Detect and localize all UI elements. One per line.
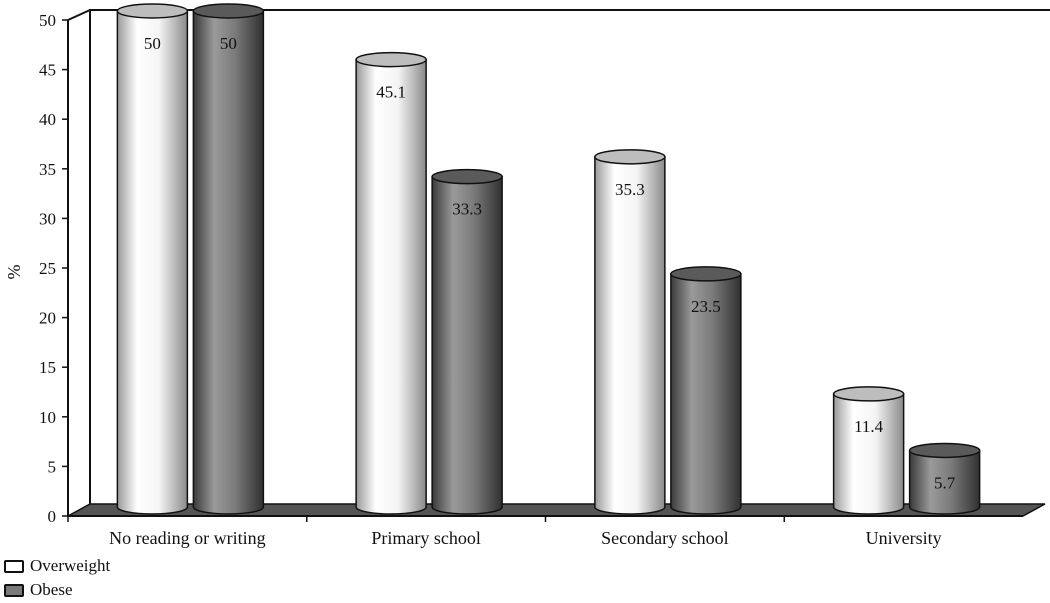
bar-obese [670, 266, 742, 515]
data-label: 11.4 [854, 417, 884, 436]
data-label: 50 [220, 34, 237, 53]
y-axis-label: % [4, 265, 24, 280]
bar-cap [116, 3, 189, 19]
bar-body [594, 156, 666, 515]
bar-obese [431, 168, 503, 515]
bar-body [832, 393, 905, 515]
bar-body [908, 449, 981, 515]
y-tick-label: 5 [48, 457, 57, 476]
bar-cap [908, 442, 981, 459]
left-wall-top-edge [67, 9, 91, 21]
bar-overweight [355, 51, 427, 515]
y-tick-label: 50 [39, 11, 56, 30]
bar-cap [670, 266, 742, 282]
data-label: 23.5 [691, 297, 721, 316]
data-label: 45.1 [376, 83, 406, 102]
x-tick-label: University [866, 528, 942, 548]
bar-body [116, 10, 189, 515]
obese-swatch-icon [4, 583, 24, 597]
data-label: 35.3 [615, 180, 645, 199]
legend-item-overweight: Overweight [4, 556, 110, 576]
bar-cap [832, 386, 905, 402]
bar-overweight [594, 149, 666, 515]
x-tick-label: No reading or writing [109, 528, 265, 548]
y-tick-label: 25 [39, 259, 56, 278]
bar-body [192, 10, 265, 515]
bar-obese [908, 442, 981, 515]
chart-plot: 0 5 10 15 20 25 30 35 40 45 50 No reading or writi… [4, 3, 1050, 548]
y-tick-label: 35 [39, 160, 56, 179]
data-label: 33.3 [452, 200, 482, 219]
bar-body [355, 58, 427, 515]
bar-overweight [832, 386, 905, 515]
bar-cap [192, 3, 265, 19]
bar-body [431, 175, 503, 515]
bar-cap [355, 51, 427, 68]
bar-body [670, 273, 742, 515]
bar-obese [192, 3, 265, 515]
legend-label-overweight: Overweight [30, 556, 111, 575]
bar-cap [431, 168, 503, 185]
legend-label-obese: Obese [30, 580, 73, 599]
data-label: 50 [144, 34, 161, 53]
y-tick-label: 15 [39, 358, 56, 377]
y-tick-label: 20 [39, 309, 56, 328]
y-tick-label: 10 [39, 408, 56, 427]
y-tick-label: 40 [39, 110, 56, 129]
legend-item-obese: Obese [4, 580, 72, 600]
bar-overweight [116, 3, 189, 515]
data-label: 5.7 [934, 473, 956, 492]
y-tick-label: 45 [39, 61, 56, 80]
y-tick-label: 0 [48, 507, 57, 526]
overweight-swatch-icon [4, 559, 24, 573]
y-tick-label: 30 [39, 209, 56, 228]
x-tick-label: Secondary school [601, 528, 728, 548]
bar-cap [594, 149, 666, 165]
x-tick-label: Primary school [371, 528, 481, 548]
